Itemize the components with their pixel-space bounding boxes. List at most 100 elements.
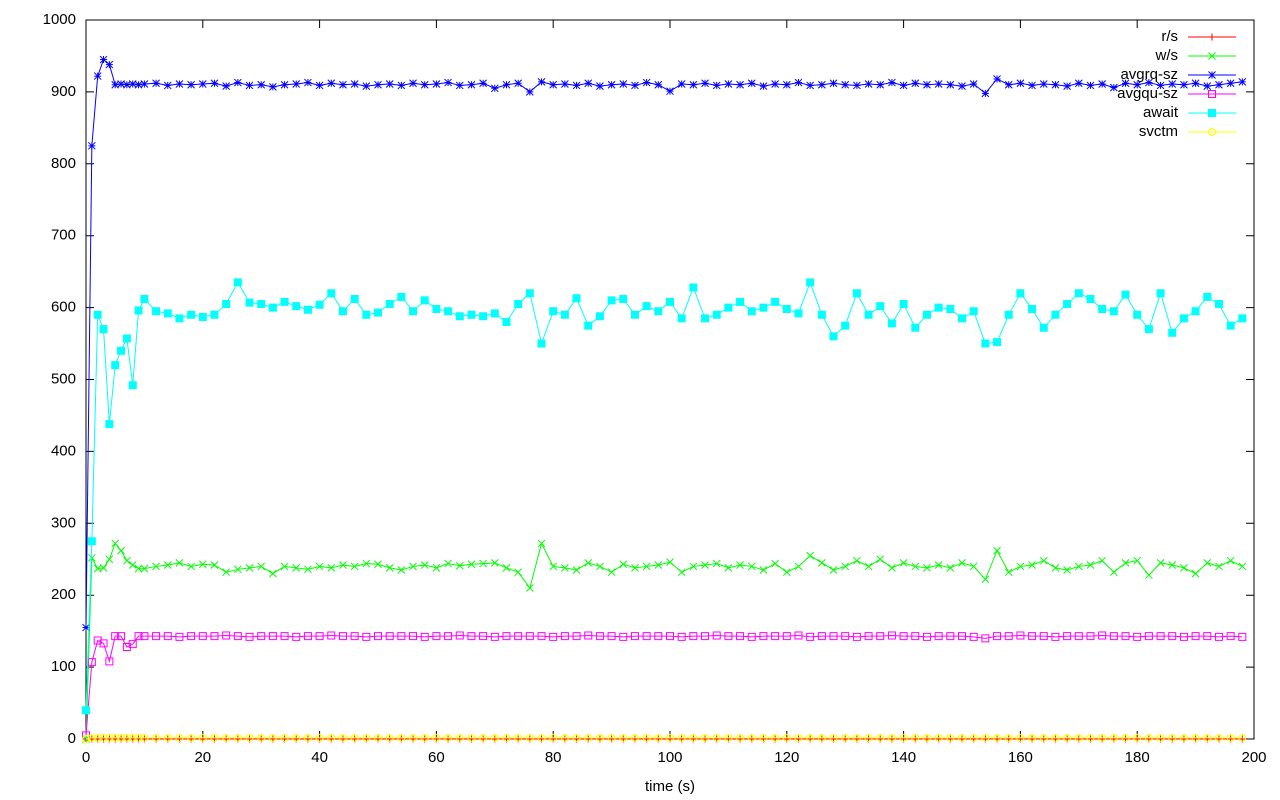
y-tick-label: 300 bbox=[51, 514, 76, 531]
marker bbox=[1156, 632, 1165, 641]
marker bbox=[794, 631, 803, 640]
series-line bbox=[85, 634, 1243, 736]
marker bbox=[350, 733, 359, 742]
marker bbox=[1016, 289, 1025, 298]
marker bbox=[911, 79, 920, 88]
marker bbox=[233, 278, 242, 287]
marker bbox=[409, 79, 417, 88]
marker bbox=[432, 733, 441, 742]
marker bbox=[572, 733, 581, 742]
marker bbox=[958, 733, 967, 742]
marker bbox=[1133, 556, 1142, 565]
marker bbox=[782, 305, 791, 314]
marker bbox=[1133, 310, 1142, 319]
marker bbox=[631, 564, 639, 572]
marker bbox=[315, 733, 324, 742]
marker bbox=[105, 733, 114, 742]
marker bbox=[1238, 77, 1247, 86]
marker bbox=[1028, 81, 1036, 90]
marker bbox=[1016, 631, 1025, 640]
marker bbox=[1226, 632, 1235, 641]
marker bbox=[619, 632, 628, 641]
marker bbox=[268, 733, 277, 742]
marker bbox=[152, 733, 161, 742]
marker bbox=[1203, 82, 1212, 91]
x-tick-label: 160 bbox=[1008, 749, 1033, 766]
marker bbox=[233, 78, 242, 87]
marker bbox=[502, 733, 511, 742]
legend-label: w/s bbox=[1155, 47, 1179, 64]
marker bbox=[817, 310, 826, 319]
y-tick-label: 1000 bbox=[43, 11, 76, 28]
marker bbox=[128, 381, 137, 390]
marker bbox=[946, 733, 955, 742]
legend-label: svctm bbox=[1139, 123, 1178, 140]
marker bbox=[712, 310, 721, 319]
marker bbox=[385, 733, 394, 742]
marker bbox=[187, 80, 195, 89]
marker bbox=[771, 733, 780, 742]
marker bbox=[163, 81, 172, 90]
marker bbox=[887, 733, 896, 742]
marker bbox=[99, 733, 108, 742]
marker bbox=[1203, 292, 1212, 301]
marker bbox=[1156, 733, 1165, 742]
marker bbox=[794, 733, 803, 742]
legend-label: r/s bbox=[1161, 28, 1178, 45]
marker bbox=[584, 631, 593, 640]
marker bbox=[245, 298, 254, 307]
marker bbox=[1226, 321, 1235, 330]
marker bbox=[993, 338, 1002, 347]
marker bbox=[841, 632, 850, 641]
y-tick-label: 900 bbox=[51, 83, 76, 100]
marker bbox=[152, 562, 160, 571]
marker bbox=[993, 733, 1002, 742]
marker bbox=[1133, 632, 1142, 641]
marker bbox=[525, 632, 534, 641]
marker bbox=[782, 80, 791, 89]
marker bbox=[689, 733, 698, 742]
marker bbox=[350, 80, 359, 88]
marker bbox=[1145, 78, 1153, 87]
marker bbox=[876, 302, 885, 311]
marker bbox=[888, 78, 896, 87]
marker bbox=[771, 559, 779, 568]
marker bbox=[455, 81, 464, 90]
marker bbox=[122, 334, 131, 343]
marker bbox=[1156, 81, 1165, 90]
marker bbox=[82, 623, 90, 632]
marker bbox=[304, 565, 312, 574]
marker bbox=[374, 632, 382, 641]
marker bbox=[134, 306, 143, 315]
marker bbox=[525, 733, 534, 742]
marker bbox=[1203, 733, 1212, 742]
marker bbox=[736, 733, 745, 742]
marker bbox=[701, 79, 709, 88]
marker bbox=[759, 632, 768, 641]
marker bbox=[549, 307, 558, 316]
marker bbox=[1039, 632, 1048, 641]
marker bbox=[163, 632, 172, 641]
marker bbox=[911, 323, 920, 332]
marker bbox=[876, 80, 885, 89]
marker bbox=[303, 632, 312, 641]
marker bbox=[782, 733, 791, 742]
marker bbox=[747, 733, 756, 742]
marker bbox=[93, 733, 102, 742]
marker bbox=[444, 559, 452, 568]
marker bbox=[525, 289, 534, 298]
marker bbox=[1051, 564, 1060, 572]
marker bbox=[490, 309, 499, 318]
marker bbox=[397, 292, 406, 301]
marker bbox=[257, 300, 266, 309]
marker bbox=[122, 733, 131, 742]
marker bbox=[934, 80, 943, 88]
series-line bbox=[85, 280, 1243, 711]
marker bbox=[350, 562, 359, 571]
marker bbox=[1121, 632, 1130, 641]
marker bbox=[397, 632, 406, 641]
marker bbox=[642, 632, 651, 641]
marker bbox=[362, 559, 371, 568]
marker bbox=[923, 80, 931, 89]
marker bbox=[747, 632, 756, 641]
